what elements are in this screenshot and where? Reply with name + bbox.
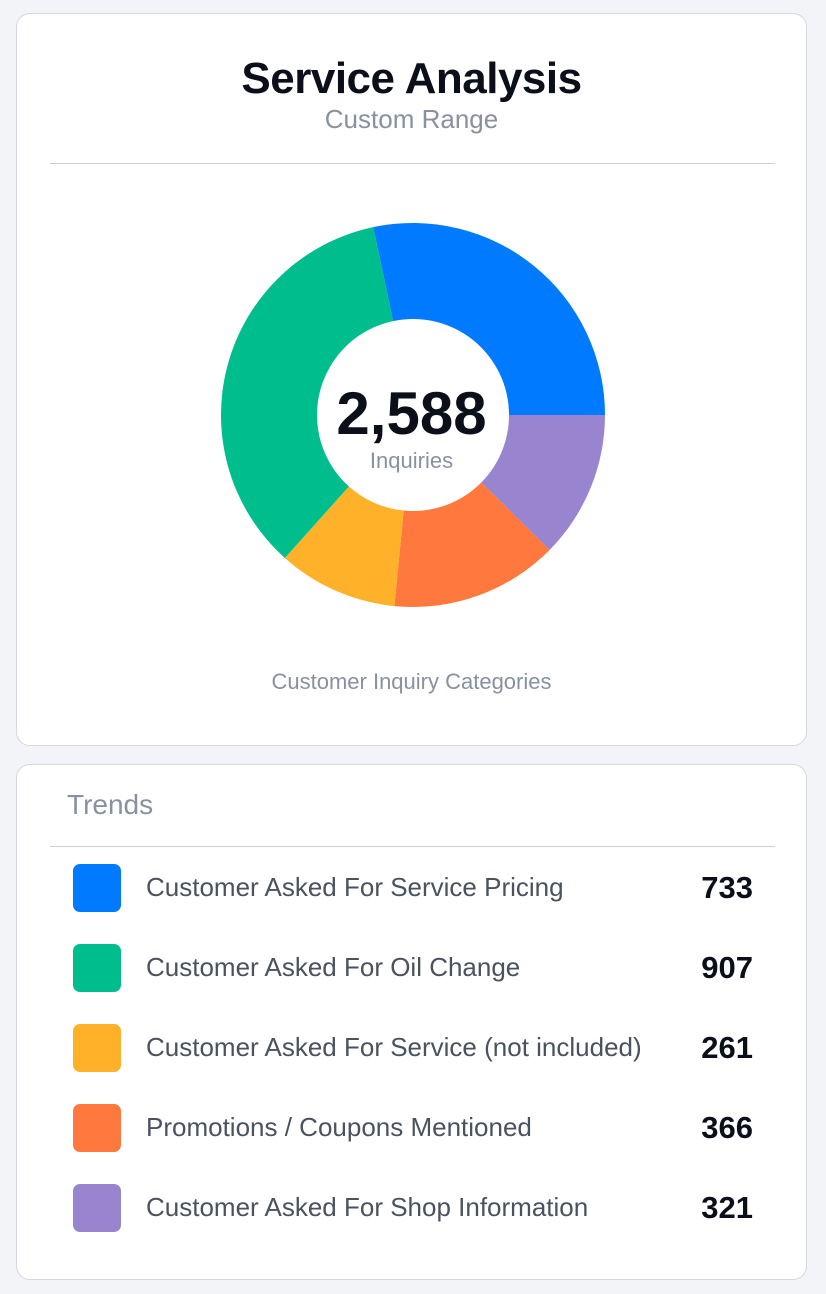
trend-row[interactable]: Promotions / Coupons Mentioned 366	[73, 1104, 753, 1154]
trend-value: 366	[701, 1110, 753, 1145]
legend-swatch	[73, 864, 121, 912]
legend-swatch	[73, 1104, 121, 1152]
trend-row[interactable]: Customer Asked For Oil Change 907	[73, 944, 753, 994]
inquiry-donut-chart	[221, 223, 605, 607]
donut-center-label: Inquiries	[369, 448, 454, 473]
donut-slice[interactable]	[284, 486, 404, 607]
trend-label: Customer Asked For Service (not included…	[146, 1032, 642, 1062]
legend-swatch	[73, 1024, 121, 1072]
donut-slice[interactable]	[221, 227, 394, 558]
header-divider	[50, 163, 775, 164]
page-title: Service Analysis	[241, 54, 582, 103]
trend-label: Customer Asked For Oil Change	[146, 952, 521, 982]
legend-swatch	[73, 944, 121, 992]
date-range-label[interactable]: Custom Range	[324, 104, 499, 134]
trend-value: 907	[701, 950, 753, 985]
trends-divider	[50, 846, 775, 847]
trend-value: 733	[701, 870, 753, 905]
chart-caption: Customer Inquiry Categories	[271, 669, 552, 694]
donut-slice[interactable]	[481, 415, 605, 550]
trend-row[interactable]: Customer Asked For Service Pricing 733	[73, 864, 753, 914]
trend-label: Customer Asked For Service Pricing	[146, 872, 564, 902]
trend-label: Promotions / Coupons Mentioned	[146, 1112, 532, 1142]
trend-row[interactable]: Customer Asked For Shop Information 321	[73, 1184, 753, 1234]
trend-value: 321	[701, 1190, 753, 1225]
trends-title: Trends	[67, 789, 154, 820]
donut-slice[interactable]	[373, 223, 605, 415]
legend-swatch	[73, 1184, 121, 1232]
donut-slice[interactable]	[394, 482, 550, 607]
trend-row[interactable]: Customer Asked For Service (not included…	[73, 1024, 753, 1074]
trends-card: Trends Customer Asked For Service Pricin…	[16, 764, 807, 1280]
service-analysis-card: Service Analysis Custom Range 2,588 Inqu…	[16, 13, 807, 746]
donut-total-value: 2,588	[336, 380, 487, 447]
trend-label: Customer Asked For Shop Information	[146, 1192, 589, 1222]
trend-value: 261	[701, 1030, 753, 1065]
